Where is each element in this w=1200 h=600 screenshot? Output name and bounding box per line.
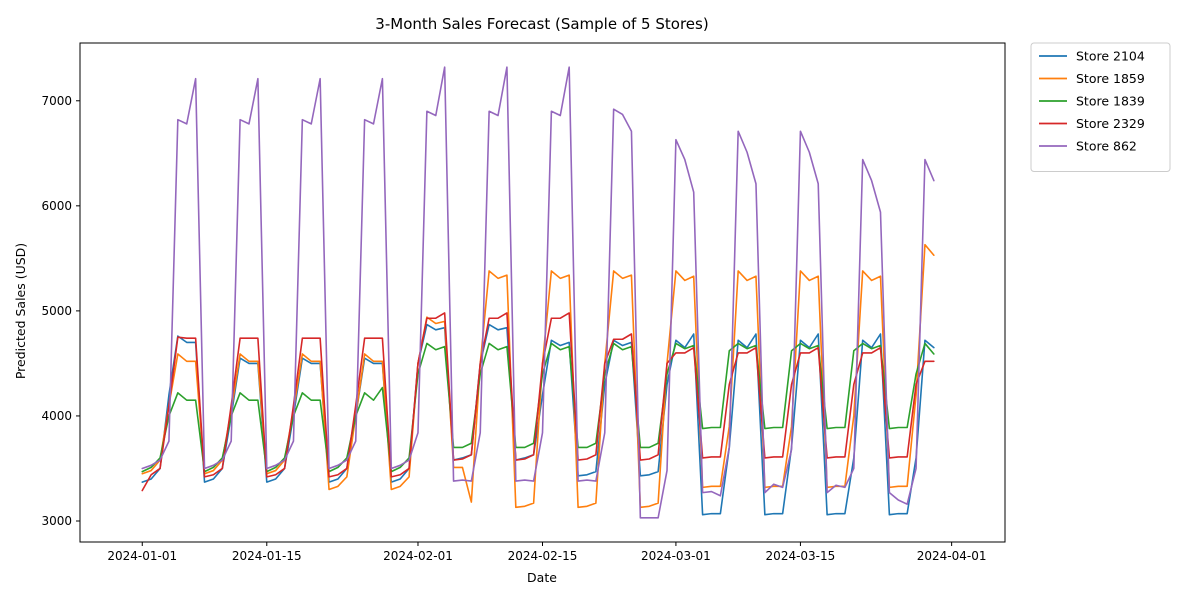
series-line-store-862: [141, 66, 935, 519]
x-axis: 2024-01-01 2024-01-15 2024-02-01 2024-02-15…: [107, 542, 987, 563]
x-tick-label: 2024-01-15: [232, 549, 302, 563]
x-axis-label: Date: [527, 570, 557, 585]
y-tick-label: 4000: [41, 409, 72, 423]
y-axis: 3000 4000 5000 6000 7000: [41, 94, 80, 528]
y-tick-label: 6000: [41, 199, 72, 213]
y-tick-label: 7000: [41, 94, 72, 108]
x-tick-label: 2024-04-01: [917, 549, 987, 563]
legend: Store 2104 Store 1859 Store 1839 Store 2329…: [1030, 42, 1171, 172]
series-line-store-2329: [141, 312, 935, 492]
legend-frame: [1030, 42, 1171, 172]
y-axis-label: Predicted Sales (USD): [13, 243, 28, 379]
x-tick-label: 2024-01-01: [107, 549, 177, 563]
chart-title: 3-Month Sales Forecast (Sample of 5 Stor…: [375, 15, 708, 33]
plot-frame: [79, 42, 1006, 543]
legend-label: Store 2329: [1076, 116, 1145, 131]
legend-item: Store 1859: [1039, 71, 1145, 86]
legend-item: Store 2104: [1039, 49, 1145, 64]
legend-label: Store 862: [1076, 139, 1137, 154]
legend-item: Store 862: [1039, 139, 1137, 154]
x-tick-label: 2024-03-01: [641, 549, 711, 563]
legend-item: Store 1839: [1039, 94, 1145, 109]
x-tick-label: 2024-03-15: [766, 549, 836, 563]
legend-item: Store 2329: [1039, 116, 1145, 131]
y-tick-label: 3000: [41, 514, 72, 528]
legend-label: Store 1839: [1076, 94, 1145, 109]
legend-label: Store 2104: [1076, 49, 1145, 64]
x-tick-label: 2024-02-01: [383, 549, 453, 563]
y-tick-label: 5000: [41, 304, 72, 318]
series-line-store-1859: [141, 243, 935, 509]
plot-area: [79, 42, 1006, 543]
x-tick-label: 2024-02-15: [508, 549, 578, 563]
legend-label: Store 1859: [1076, 71, 1145, 86]
